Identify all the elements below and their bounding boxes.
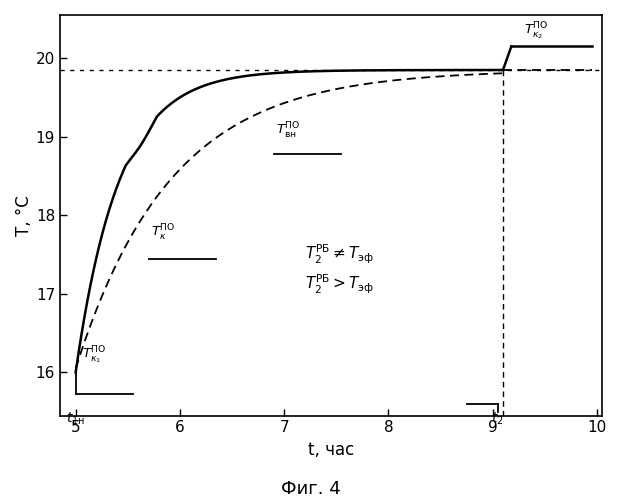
Text: $T_2^{\rm РБ}\neq T_{\rm эф}$: $T_2^{\rm РБ}\neq T_{\rm эф}$ [305,243,374,266]
Text: $T^{\rm ПО}_{\kappa_1}$: $T^{\rm ПО}_{\kappa_1}$ [82,345,106,366]
Text: $T^{\rm ПО}_{\rm вн}$: $T^{\rm ПО}_{\rm вн}$ [276,121,300,141]
Text: Фиг. 4: Фиг. 4 [281,480,341,498]
Text: $T^{\rm ПО}_{\kappa_2}$: $T^{\rm ПО}_{\kappa_2}$ [524,21,549,42]
Text: $T_2^{\rm РБ}>T_{\rm эф}$: $T_2^{\rm РБ}>T_{\rm эф}$ [305,273,374,296]
Text: $t_2$: $t_2$ [491,410,504,427]
Text: $T^{\rm ПО}_\kappa$: $T^{\rm ПО}_\kappa$ [151,223,175,243]
X-axis label: t, час: t, час [308,441,354,459]
Y-axis label: T, °С: T, °С [15,195,33,236]
Text: $t_{1\rm н}$: $t_{1\rm н}$ [66,410,85,427]
